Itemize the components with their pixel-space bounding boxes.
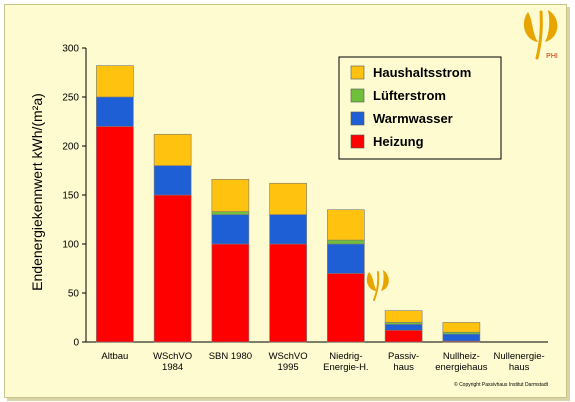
phi-logo-text: PHI [546, 53, 558, 60]
y-axis-label: Endenergiekennwert kWh/(m²a) [29, 93, 45, 291]
bar-segment-heizung [153, 194, 192, 343]
phi-leaf-right-icon [545, 10, 558, 42]
bar-segment-haushaltsstrom [442, 322, 481, 333]
y-tick-label: 200 [62, 142, 79, 153]
bar-segment-heizung [96, 126, 134, 343]
bar-segment-warmwasser [269, 214, 307, 245]
legend-swatch [350, 88, 365, 103]
legend-label: Lüfterstrom [373, 88, 446, 103]
x-tick-label: WSchVO 1984 [153, 351, 192, 373]
legend-label: Heizung [373, 134, 424, 149]
bar-segment-heizung [211, 243, 250, 343]
bar-segment-warmwasser [96, 96, 134, 127]
bar-segment-haushaltsstrom [327, 209, 365, 241]
x-tick-label: Passiv-haus [388, 351, 419, 373]
y-tick-label: 150 [62, 191, 79, 202]
y-tick-label: 0 [73, 338, 79, 349]
legend: Haushaltsstrom Lüfterstrom Warmwasser Heizu… [338, 56, 502, 160]
bars [96, 65, 481, 343]
phi-logo: PHI [523, 10, 558, 60]
y-tick-label: 250 [62, 93, 79, 104]
legend-swatch [350, 111, 365, 126]
legend-label: Haushaltsstrom [373, 65, 471, 80]
x-tick-label: SBN 1980 [209, 351, 252, 362]
legend-swatch [350, 134, 365, 149]
x-tick-label: Nullenergie-haus [494, 351, 545, 373]
legend-label: Warmwasser [373, 111, 453, 126]
bar-segment-lüfterstrom [211, 211, 250, 215]
legend-box [338, 56, 502, 160]
y-tick-label: 50 [68, 289, 80, 300]
copyright-text: © Copyright Passivhaus Institut Darmstad… [454, 381, 549, 388]
bar-segment-warmwasser [211, 214, 250, 245]
bar-segment-lüfterstrom [327, 239, 365, 245]
legend-swatch [350, 65, 365, 80]
bar-segment-haushaltsstrom [269, 182, 307, 215]
phi-stem-icon [535, 10, 543, 60]
x-tick-label: WSchVO 1995 [269, 351, 308, 373]
bar-segment-warmwasser [327, 243, 365, 274]
passivhaus-logo-icon [366, 270, 389, 301]
y-tick-label: 100 [62, 240, 79, 251]
bar-segment-heizung [269, 243, 307, 343]
bar-segment-haushaltsstrom [384, 310, 423, 323]
bar-segment-heizung [327, 273, 365, 343]
bar-segment-warmwasser [153, 165, 192, 196]
bar-segment-warmwasser [384, 324, 423, 331]
x-tick-label: Altbau [101, 351, 128, 362]
x-tick-label: Nullheiz-energiehaus [435, 351, 488, 373]
phi-leaf-left-icon [523, 12, 538, 42]
y-tick-label: 300 [62, 44, 79, 55]
bar-segment-heizung [384, 329, 423, 343]
bar-segment-warmwasser [442, 333, 481, 342]
x-tick-label: Niedrig-Energie-H. [323, 351, 368, 373]
bar-segment-haushaltsstrom [153, 133, 192, 166]
bar-segment-haushaltsstrom [96, 65, 134, 98]
bar-segment-haushaltsstrom [211, 179, 250, 212]
x-tick-labels: Altbau WSchVO 1984 SBN 1980 WSchVO 1995 Niedri… [101, 351, 544, 373]
